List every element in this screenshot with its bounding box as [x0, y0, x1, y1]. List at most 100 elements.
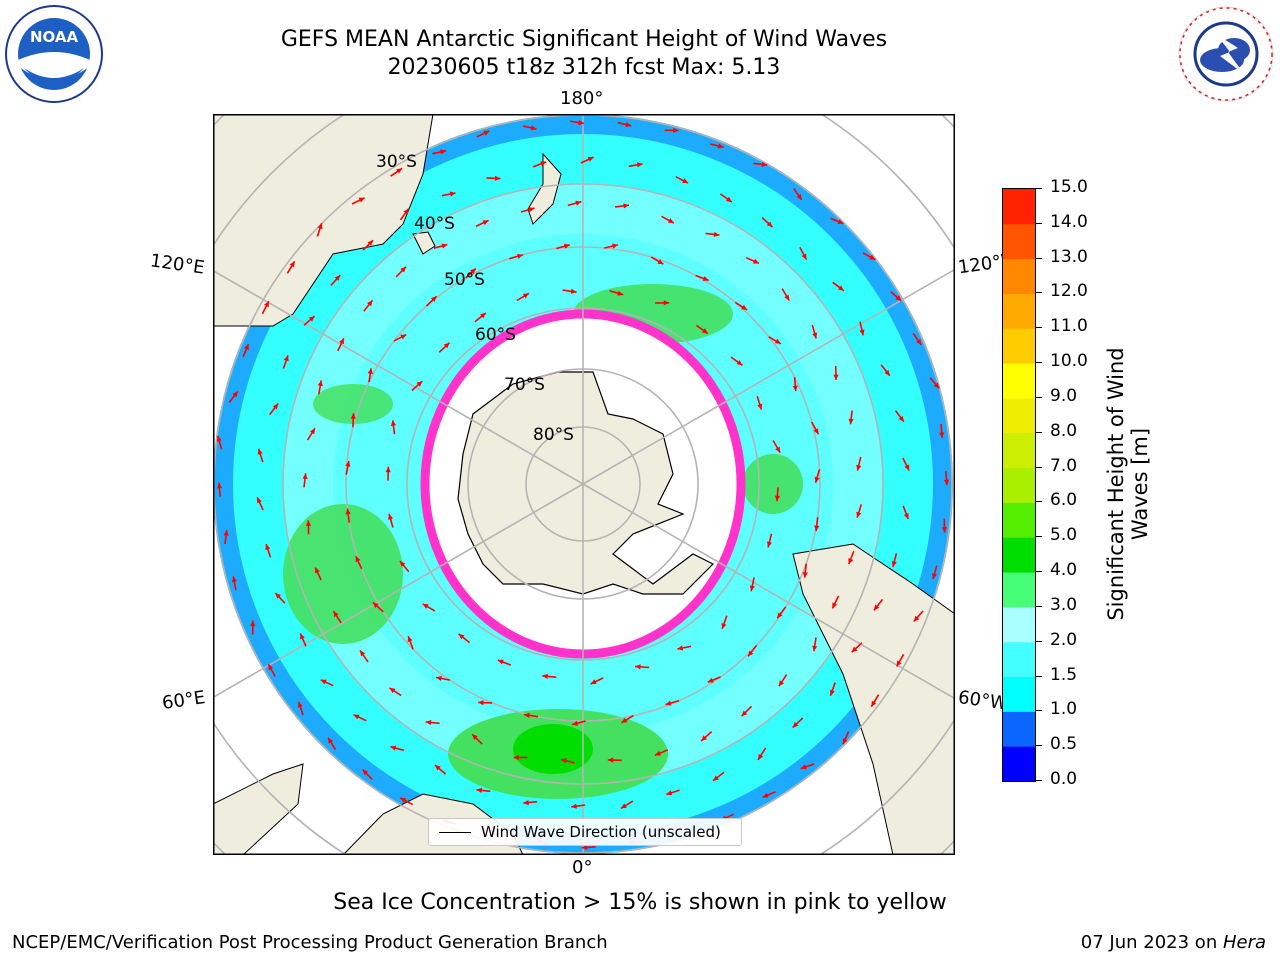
wave-arrow-head	[441, 243, 448, 249]
wave-arrow-head	[317, 223, 323, 230]
noaa-logo-text: NOAA	[30, 28, 79, 46]
wave-arrow-head	[766, 541, 772, 548]
lon-label-180: 180°	[560, 88, 604, 109]
wave-arrow-head	[667, 218, 674, 223]
map-legend: Wind Wave Direction (unscaled)	[428, 818, 742, 846]
wave-arrow-head	[873, 604, 880, 611]
wave-arrow-head	[333, 611, 339, 618]
madagascar-region	[213, 763, 304, 855]
wave-arrow-head	[621, 717, 628, 723]
wave-arrow-head	[400, 798, 407, 803]
wave-arrow-head	[842, 738, 848, 745]
wave-arrow-head	[268, 664, 274, 671]
wave-arrow-head	[570, 288, 577, 294]
wave-arrow-head	[898, 415, 904, 422]
wave-arrow-head	[302, 473, 308, 480]
wave-arrow-head	[482, 220, 489, 226]
polar-map	[213, 114, 955, 855]
lon-label-60e: 60°E	[160, 687, 207, 714]
wave-arrow-head	[216, 482, 223, 489]
page-title: GEFS MEAN Antarctic Significant Height o…	[280, 27, 888, 52]
wave-arrow-head	[666, 790, 673, 796]
colorbar-tick-mark	[1036, 780, 1042, 781]
wave-arrow-head	[434, 765, 441, 771]
wave-arrow-head	[757, 403, 763, 410]
wave-arrow-head	[814, 476, 820, 483]
wave-arrow-head	[407, 636, 413, 643]
wave-arrow-head	[443, 342, 450, 349]
wave-arrow-head	[216, 435, 222, 442]
wave-arrow-head	[390, 420, 396, 426]
wave-arrow-head	[913, 615, 920, 622]
australia	[213, 114, 434, 327]
colorbar-tick-label: 10.0	[1050, 351, 1088, 372]
wave-arrow-head	[812, 645, 818, 652]
wave-arrow-head	[480, 313, 486, 319]
wave-arrow-head	[328, 737, 334, 744]
colorbar-tick-mark	[1036, 745, 1042, 747]
colorbar-tick-mark	[1036, 675, 1042, 677]
wave-arrow-head	[625, 122, 632, 128]
wave-arrow-head	[483, 130, 490, 136]
wave-arrow-head	[833, 374, 839, 380]
colorbar-tick-label: 8.0	[1050, 420, 1078, 441]
wave-arrow-head	[713, 775, 719, 781]
wave-arrow-head	[513, 754, 519, 761]
wave-arrow-head	[829, 689, 835, 696]
colorbar-tick-mark	[1036, 188, 1042, 189]
wave-arrow-head	[257, 448, 263, 455]
wave-arrow-head	[575, 200, 582, 206]
wave-arrow-head	[360, 650, 366, 657]
wave-arrow-head	[449, 191, 456, 197]
wave-arrow-head	[741, 710, 748, 717]
colorbar-tick-mark	[1036, 571, 1042, 573]
wave-arrow-head	[774, 338, 781, 344]
wave-arrow-head	[673, 127, 679, 133]
wave-arrow-head	[265, 544, 271, 551]
wave-arrow-head	[766, 221, 773, 227]
wave-arrow-head	[478, 700, 484, 706]
lon-label-120e: 120°E	[148, 250, 206, 279]
colorbar-tick-label: 14.0	[1050, 211, 1088, 232]
wave-arrow-head	[540, 161, 547, 167]
wave-arrow-head	[353, 714, 360, 720]
wave-arrow-head	[257, 497, 262, 504]
wave-arrow-head	[571, 803, 577, 809]
colorbar-tick-label: 7.0	[1050, 455, 1078, 476]
wave-arrow-head	[367, 240, 374, 246]
wave-arrow-head	[436, 675, 442, 681]
lon-label-60w: 60°W	[956, 686, 1006, 715]
wave-arrow-head	[792, 385, 798, 392]
wave-arrow-head	[682, 178, 689, 184]
lon-label-0: 0°	[572, 857, 593, 878]
wave-arrow-head	[440, 149, 447, 155]
wave-arrow-head	[297, 701, 303, 708]
colorbar-swatch	[1003, 641, 1035, 678]
wave-arrow-head	[665, 700, 672, 706]
colorbar-tick-mark	[1036, 362, 1042, 364]
wave-arrow-head	[856, 511, 862, 518]
wave-arrow-head	[774, 495, 780, 502]
lat-label-70s: 70°S	[504, 375, 545, 395]
wave-arrow-head	[578, 120, 584, 126]
wave-arrow-head	[528, 207, 535, 213]
wave-arrow-head	[358, 197, 365, 203]
footer-date-text: 07 Jun 2023 on	[1080, 932, 1223, 953]
wave-arrow-head	[587, 157, 594, 162]
wave-arrow-head	[657, 259, 664, 265]
wave-arrow-head	[725, 196, 732, 202]
wave-arrow-head	[517, 253, 523, 259]
wave-arrow-head	[430, 296, 437, 302]
wave-arrow-head	[309, 428, 315, 435]
wave-arrow-head	[635, 664, 641, 670]
wave-arrow-head	[871, 700, 877, 707]
wave-arrow-head	[933, 382, 940, 389]
wave-arrow-head	[458, 633, 465, 640]
colorbar-tick-label: 6.0	[1050, 490, 1078, 511]
legend-line-swatch	[439, 831, 471, 833]
wave-arrow-head	[581, 844, 588, 850]
wave-arrow-head	[250, 620, 256, 627]
wave-arrow-head	[717, 143, 724, 149]
colorbar-swatch	[1003, 397, 1035, 434]
colorbar-tick-mark	[1036, 292, 1042, 294]
